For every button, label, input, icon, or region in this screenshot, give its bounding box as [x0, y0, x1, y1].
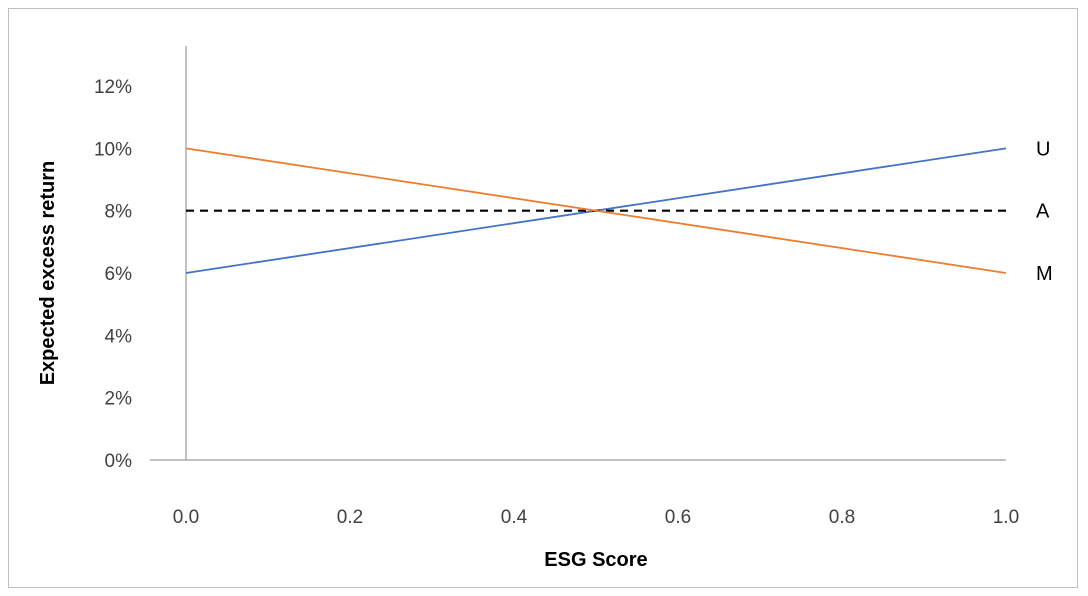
y-tick-label: 6%	[105, 264, 133, 285]
series-end-labels: U A M	[1036, 138, 1053, 285]
y-tick-label: 8%	[105, 202, 133, 223]
x-tick-labels: 0.0 0.2 0.4 0.6 0.8 1.0	[173, 507, 1019, 528]
series-label-a: A	[1036, 201, 1050, 223]
x-tick-label: 1.0	[993, 507, 1019, 528]
series-label-u: U	[1036, 138, 1050, 160]
x-tick-label: 0.4	[501, 507, 528, 528]
x-axis-title: ESG Score	[544, 549, 647, 571]
x-tick-label: 0.2	[337, 507, 363, 528]
y-axis-title: Expected excess return	[37, 161, 59, 386]
series-lines	[185, 147, 1007, 274]
x-tick-label: 0.0	[173, 507, 199, 528]
y-tick-label: 10%	[94, 139, 132, 160]
y-tick-label: 2%	[105, 389, 133, 410]
x-tick-label: 0.8	[829, 507, 855, 528]
y-tick-label: 4%	[105, 326, 133, 347]
y-tick-label: 12%	[94, 77, 132, 98]
series-line-m	[185, 147, 1007, 274]
series-label-m: M	[1036, 263, 1053, 285]
y-tick-labels: 0% 2% 4% 6% 8% 10% 12%	[94, 77, 132, 472]
y-tick-label: 0%	[105, 451, 133, 472]
x-tick-label: 0.6	[665, 507, 691, 528]
axes	[150, 46, 1006, 461]
